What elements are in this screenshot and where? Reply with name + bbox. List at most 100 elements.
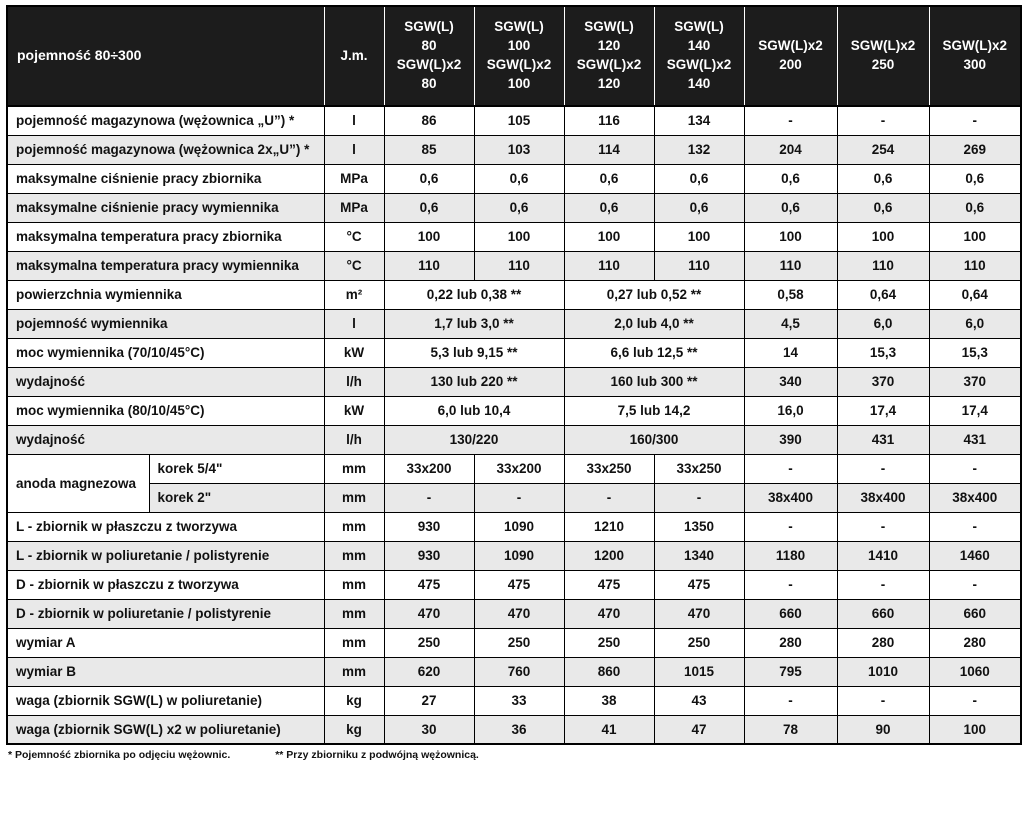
value-cell: 1350 bbox=[653, 511, 745, 542]
value-cell: - bbox=[928, 453, 1022, 484]
model-column-line: 80 bbox=[421, 38, 437, 54]
value-cell: - bbox=[928, 105, 1022, 136]
unit-cell: l/h bbox=[323, 424, 385, 455]
value-cell: 100 bbox=[383, 221, 475, 252]
value-cell: 0,6 bbox=[563, 192, 655, 223]
value-cell: 6,0 bbox=[928, 308, 1022, 339]
model-column-line: SGW(L) bbox=[584, 19, 634, 35]
value-cell: 33 bbox=[473, 685, 565, 716]
unit-cell: mm bbox=[323, 482, 385, 513]
value-cell: 280 bbox=[836, 627, 930, 658]
value-cell: 660 bbox=[928, 598, 1022, 629]
value-cell: 30 bbox=[383, 714, 475, 745]
model-column-line: SGW(L)x2 bbox=[850, 38, 916, 54]
spec-table: pojemność 80÷300 J.m. SGW(L) 80 SGW(L)x2 80 SG… bbox=[6, 5, 1023, 745]
value-cell: 1210 bbox=[563, 511, 655, 542]
table-row: powierzchnia wymiennika m² 0,22 lub 0,38 *… bbox=[6, 279, 1022, 310]
value-cell: 38x400 bbox=[836, 482, 930, 513]
unit-cell: kg bbox=[323, 714, 385, 745]
value-cell: - bbox=[836, 569, 930, 600]
value-cell: 114 bbox=[563, 134, 655, 165]
value-cell: 470 bbox=[653, 598, 745, 629]
value-cell: 110 bbox=[928, 250, 1022, 281]
model-column-line: SGW(L) bbox=[494, 19, 544, 35]
value-cell: 340 bbox=[743, 366, 838, 397]
value-cell: 2,0 lub 4,0 ** bbox=[563, 308, 745, 339]
value-cell: 110 bbox=[563, 250, 655, 281]
value-cell: 36 bbox=[473, 714, 565, 745]
table-row: pojemność wymiennika l 1,7 lub 3,0 ** 2,0 l… bbox=[6, 308, 1022, 339]
table-row: pojemność magazynowa (wężownica 2x„U”) *… bbox=[6, 134, 1022, 165]
model-column-line: SGW(L)x2 bbox=[758, 38, 823, 54]
model-column-line: SGW(L) bbox=[404, 19, 454, 35]
value-cell: - bbox=[836, 105, 930, 136]
value-cell: 1,7 lub 3,0 ** bbox=[383, 308, 565, 339]
table-row: maksymalna temperatura pracy zbiornika °C… bbox=[6, 221, 1022, 252]
value-cell: - bbox=[836, 453, 930, 484]
footnote-1: * Pojemność zbiornika po odjęciu wężowni… bbox=[8, 749, 231, 761]
model-column-line: 140 bbox=[687, 38, 711, 54]
model-column-header: SGW(L)x2 300 bbox=[928, 5, 1022, 107]
value-cell: 0,58 bbox=[743, 279, 838, 310]
value-cell: 470 bbox=[563, 598, 655, 629]
value-cell: 1090 bbox=[473, 511, 565, 542]
value-cell: 14 bbox=[743, 337, 838, 368]
model-column-header: SGW(L) 100 SGW(L)x2 100 bbox=[473, 5, 565, 107]
model-column-header: SGW(L)x2 200 bbox=[743, 5, 838, 107]
value-cell: 90 bbox=[836, 714, 930, 745]
row-label: L - zbiornik w poliuretanie / polistyren… bbox=[6, 540, 325, 571]
value-cell: 43 bbox=[653, 685, 745, 716]
unit-cell: l bbox=[323, 105, 385, 136]
row-label: moc wymiennika (80/10/45°C) bbox=[6, 395, 325, 426]
value-cell: 110 bbox=[836, 250, 930, 281]
table-row: waga (zbiornik SGW(L) x2 w poliuretanie)… bbox=[6, 714, 1022, 745]
value-cell: - bbox=[383, 482, 475, 513]
value-cell: - bbox=[743, 685, 838, 716]
value-cell: 130 lub 220 ** bbox=[383, 366, 565, 397]
value-cell: 100 bbox=[928, 714, 1022, 745]
table-row: waga (zbiornik SGW(L) w poliuretanie) kg 2… bbox=[6, 685, 1022, 716]
value-cell: 660 bbox=[743, 598, 838, 629]
value-cell: 250 bbox=[563, 627, 655, 658]
value-cell: 370 bbox=[836, 366, 930, 397]
model-column-line: SGW(L)x2 bbox=[942, 38, 1008, 54]
value-cell: 16,0 bbox=[743, 395, 838, 426]
value-cell: 33x200 bbox=[383, 453, 475, 484]
value-cell: 6,0 lub 10,4 bbox=[383, 395, 565, 426]
row-label: D - zbiornik w płaszczu z tworzywa bbox=[6, 569, 325, 600]
value-cell: - bbox=[743, 511, 838, 542]
value-cell: 1410 bbox=[836, 540, 930, 571]
value-cell: 160/300 bbox=[563, 424, 745, 455]
unit-cell: mm bbox=[323, 511, 385, 542]
value-cell: 0,6 bbox=[928, 192, 1022, 223]
model-column-line: 100 bbox=[507, 75, 531, 91]
value-cell: 0,6 bbox=[836, 163, 930, 194]
value-cell: 0,6 bbox=[653, 163, 745, 194]
unit-cell: mm bbox=[323, 598, 385, 629]
value-cell: 1180 bbox=[743, 540, 838, 571]
value-cell: 78 bbox=[743, 714, 838, 745]
value-cell: 134 bbox=[653, 105, 745, 136]
table-row: L - zbiornik w poliuretanie / polistyren… bbox=[6, 540, 1022, 571]
value-cell: 0,6 bbox=[383, 163, 475, 194]
unit-cell: l bbox=[323, 308, 385, 339]
value-cell: 110 bbox=[383, 250, 475, 281]
value-cell: - bbox=[928, 685, 1022, 716]
value-cell: 860 bbox=[563, 656, 655, 687]
value-cell: 86 bbox=[383, 105, 475, 136]
unit-cell: mm bbox=[323, 540, 385, 571]
row-label: moc wymiennika (70/10/45°C) bbox=[6, 337, 325, 368]
value-cell: 1010 bbox=[836, 656, 930, 687]
unit-cell: m² bbox=[323, 279, 385, 310]
value-cell: - bbox=[653, 482, 745, 513]
model-column-line: 120 bbox=[597, 38, 621, 54]
unit-cell: kW bbox=[323, 337, 385, 368]
value-cell: 1090 bbox=[473, 540, 565, 571]
row-label: D - zbiornik w poliuretanie / polistyren… bbox=[6, 598, 325, 629]
value-cell: 38x400 bbox=[743, 482, 838, 513]
value-cell: 6,0 bbox=[836, 308, 930, 339]
value-cell: 760 bbox=[473, 656, 565, 687]
value-cell: 0,64 bbox=[928, 279, 1022, 310]
table-row: korek 2" mm - - - -38x400 38x400 38x400 bbox=[7, 482, 1022, 513]
value-cell: 475 bbox=[473, 569, 565, 600]
